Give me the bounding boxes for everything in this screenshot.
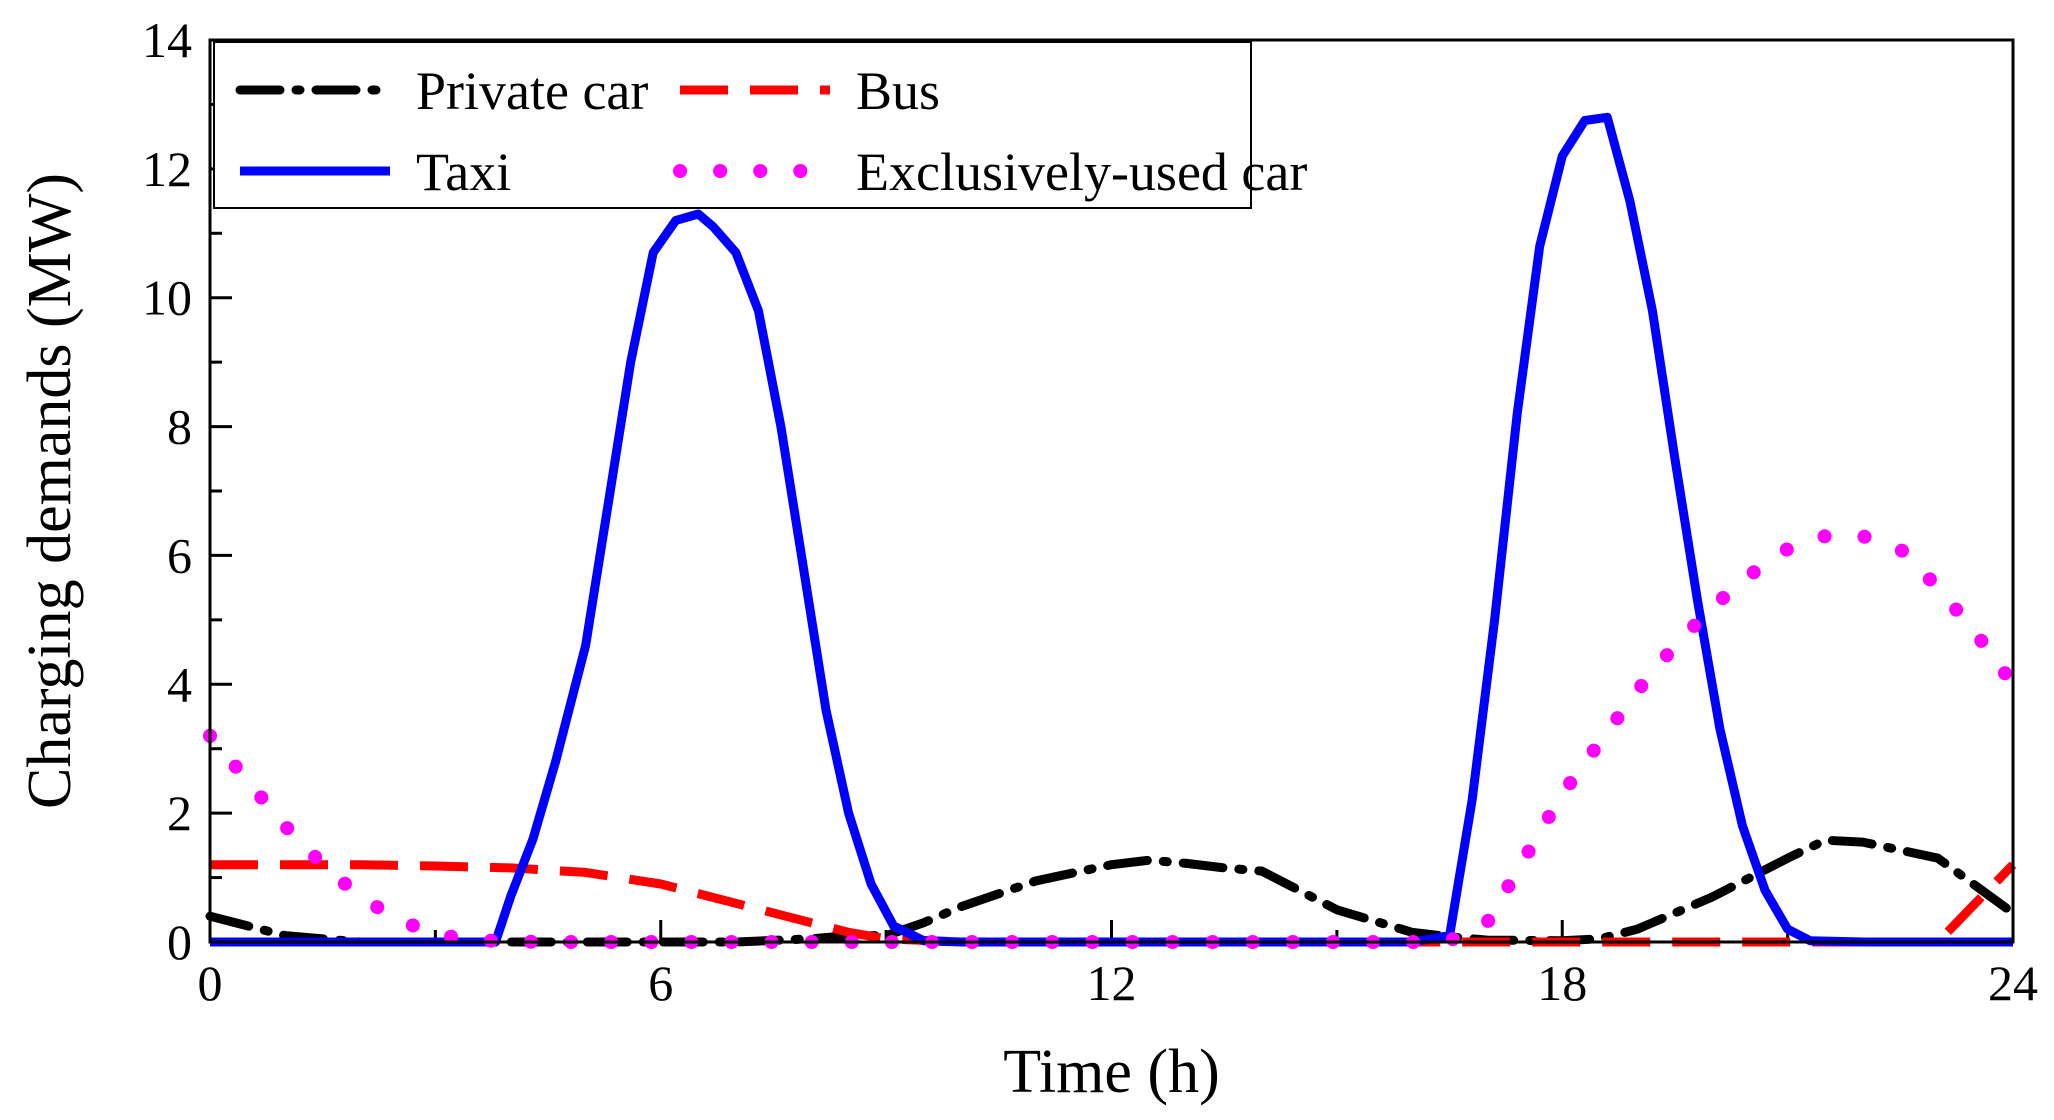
series-line-taxi — [210, 112, 2013, 947]
y-tick-label: 2 — [167, 785, 192, 841]
x-axis-title: Time (h) — [1003, 1038, 1219, 1106]
y-tick-label: 0 — [167, 914, 192, 970]
y-tick-label: 12 — [142, 141, 192, 197]
legend-label-taxi: Taxi — [416, 142, 511, 202]
plot-frame — [208, 38, 2015, 944]
legend-label-exclusively-used-car: Exclusively-used car — [856, 142, 1307, 202]
x-tick-label: 0 — [198, 955, 223, 1011]
y-tick-label: 4 — [167, 656, 192, 712]
x-tick-label: 6 — [648, 955, 673, 1011]
legend-label-bus: Bus — [856, 61, 940, 121]
legend: Private car Bus Taxi Exclusively-used car — [213, 41, 1307, 209]
x-tick-label: 18 — [1537, 955, 1587, 1011]
legend-box — [213, 41, 1252, 209]
y-axis-title: Charging demands (MW) — [16, 173, 84, 809]
x-tick-label: 12 — [1087, 955, 1137, 1011]
series-lines — [203, 112, 2020, 949]
x-tick-label: 24 — [1988, 955, 2038, 1011]
y-tick-label: 14 — [142, 12, 192, 68]
series-line-bus — [210, 860, 2017, 947]
y-tick-label: 6 — [167, 527, 192, 583]
y-tick-label: 8 — [167, 399, 192, 455]
y-tick-label: 10 — [142, 270, 192, 326]
legend-label-private-car: Private car — [416, 61, 648, 121]
